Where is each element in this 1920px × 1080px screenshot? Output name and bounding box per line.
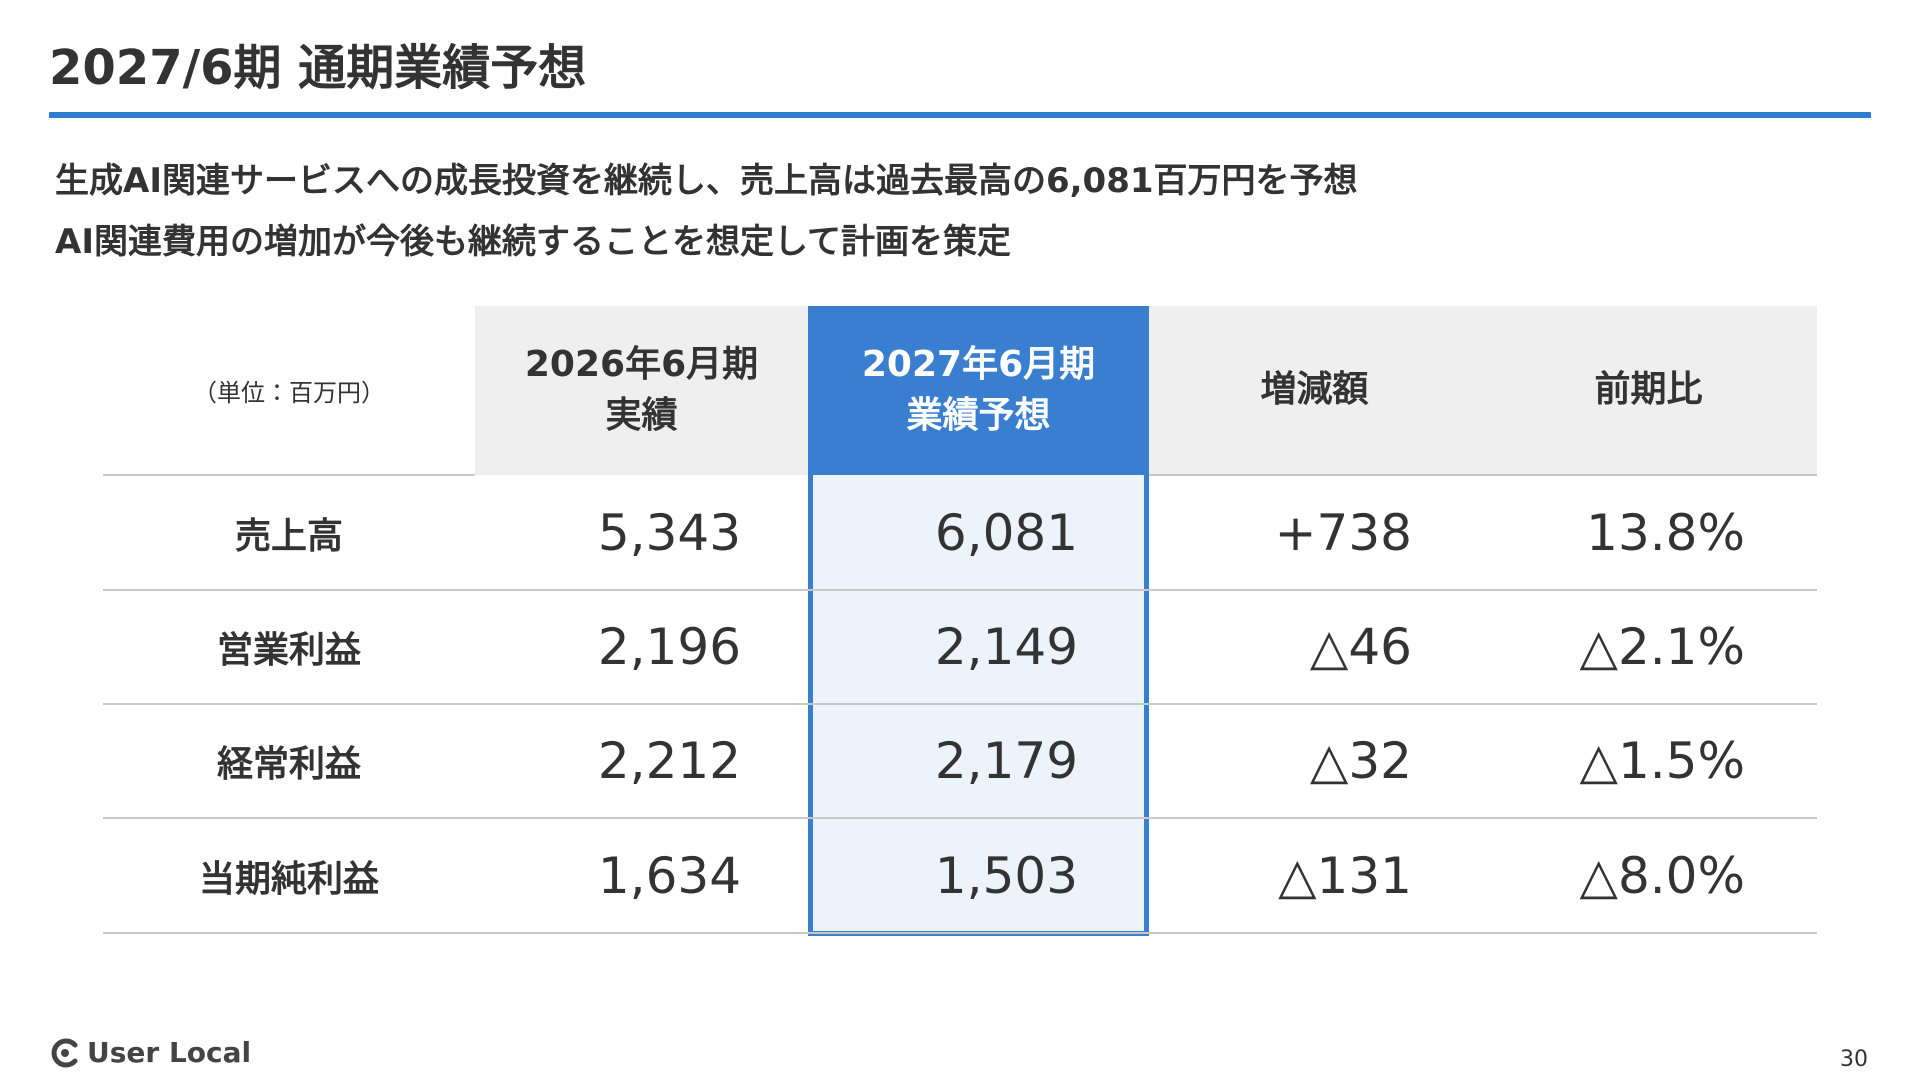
highlight-column — [808, 475, 1149, 936]
subtitle-line: 生成AI関連サービスへの成長投資を継続し、売上高は過去最高の6,081百万円を予… — [55, 161, 1358, 201]
value-cell: △8.0% — [1579, 846, 1745, 905]
column-header: 2026年6月期 実績 — [475, 306, 808, 475]
value-cell: △131 — [1278, 846, 1412, 905]
column-header: 前期比 — [1480, 306, 1817, 475]
row-line — [103, 589, 1817, 591]
logo-icon — [51, 1038, 78, 1067]
value-cell: 5,343 — [597, 503, 741, 562]
value-cell: △46 — [1309, 618, 1412, 676]
row-label: 売上高 — [234, 515, 343, 557]
value-cell: △32 — [1309, 732, 1412, 790]
unit-label: （単位：百万円） — [193, 379, 385, 407]
header-line: 実績 — [605, 394, 678, 436]
row-line — [103, 474, 475, 476]
value-cell: 2,149 — [934, 618, 1078, 676]
logo: User Local — [49, 1036, 251, 1069]
value-cell: +738 — [1274, 503, 1412, 562]
row-label: 経常利益 — [216, 744, 361, 785]
header-line: 前期比 — [1594, 369, 1703, 411]
header-line: 業績予想 — [906, 394, 1051, 436]
row-line — [1149, 474, 1817, 476]
row-line — [103, 932, 1817, 934]
value-cell: 2,179 — [934, 732, 1078, 790]
value-cell: △2.1% — [1579, 618, 1745, 676]
title-rule — [49, 112, 1871, 118]
row-line — [103, 817, 1817, 819]
column-header: 増減額 — [1149, 306, 1480, 475]
row-label: 当期純利益 — [198, 858, 379, 900]
column-header: 2027年6月期 業績予想 — [808, 306, 1149, 475]
subtitle-line: AI関連費用の増加が今後も継続することを想定して計画を策定 — [55, 222, 1011, 262]
value-cell: 1,503 — [934, 846, 1078, 905]
slide-title: 2027/6期 通期業績予想 — [49, 40, 587, 96]
value-cell: 13.8% — [1586, 503, 1745, 562]
logo-text: User Local — [87, 1036, 252, 1069]
header-line: 2027年6月期 — [861, 344, 1096, 386]
row-label: 営業利益 — [216, 630, 361, 671]
header-line: 2026年6月期 — [524, 344, 759, 386]
value-cell: 2,196 — [597, 618, 741, 676]
row-line — [103, 703, 1817, 705]
value-cell: 1,634 — [597, 846, 741, 905]
page-number: 30 — [1840, 1047, 1868, 1072]
value-cell: 2,212 — [597, 732, 741, 790]
header-line: 増減額 — [1260, 369, 1369, 411]
value-cell: 6,081 — [934, 503, 1078, 562]
value-cell: △1.5% — [1579, 732, 1745, 790]
